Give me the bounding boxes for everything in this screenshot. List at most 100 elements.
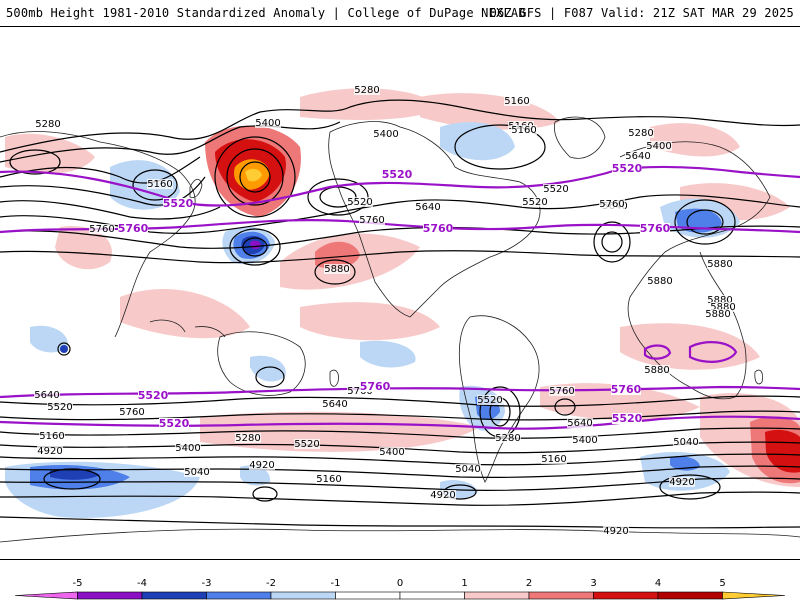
model-run-info: 06Z GFS | F087 Valid: 21Z SAT MAR 29 202… bbox=[489, 6, 794, 20]
legend-color-segment bbox=[593, 591, 659, 600]
positive-anomaly-area bbox=[5, 133, 95, 174]
positive-anomaly-area bbox=[765, 429, 800, 473]
height-contours bbox=[0, 99, 800, 529]
legend-color-segment bbox=[77, 591, 143, 600]
map-panel[interactable]: 5280 5160 5160 5280 5400 5400 5280 5160 5160 5640… bbox=[0, 26, 800, 560]
contour-label: 5520 bbox=[294, 439, 319, 450]
legend-tick-label: -2 bbox=[266, 578, 276, 589]
positive-anomaly-area bbox=[245, 168, 262, 182]
contour-label: 5400 bbox=[373, 129, 398, 140]
legend-tick-label: 4 bbox=[655, 578, 661, 589]
contour-label: 5160 bbox=[541, 454, 566, 465]
contour-label: 5880 bbox=[644, 365, 669, 376]
contour-label: 4920 bbox=[430, 490, 455, 501]
negative-anomaly-area bbox=[440, 122, 515, 161]
contour-label: 5040 bbox=[184, 467, 209, 478]
contour-labels: 5280 5160 5160 5280 5400 5400 5280 5160 5160 5640… bbox=[34, 85, 736, 537]
contour-label: 5400 bbox=[255, 118, 280, 129]
contour-label: 5400 bbox=[572, 435, 597, 446]
contour-label: 5640 bbox=[625, 151, 650, 162]
contour-label: 5640 bbox=[415, 202, 440, 213]
contour-label: 5520 bbox=[543, 184, 568, 195]
legend-tick-label: -1 bbox=[331, 578, 341, 589]
negative-anomaly-area bbox=[360, 340, 416, 368]
legend-tick-labels: -5 -4 -3 -2 -1 0 1 2 3 4 5 bbox=[73, 578, 726, 589]
negative-anomaly-area bbox=[60, 345, 68, 353]
contour-label: 5280 bbox=[628, 128, 653, 139]
contour-label: 5280 bbox=[354, 85, 379, 96]
contour-label: 5040 bbox=[673, 437, 698, 448]
legend-tick-label: -4 bbox=[137, 578, 147, 589]
legend-color-segment bbox=[657, 591, 723, 600]
contour-label: 5880 bbox=[324, 264, 349, 275]
legend-color-segment bbox=[399, 591, 465, 600]
key-contour-label: 5520 bbox=[159, 417, 190, 430]
contour-label: 5160 bbox=[316, 474, 341, 485]
legend-arrow-low bbox=[14, 591, 78, 600]
contour-label: 5880 bbox=[707, 295, 732, 306]
positive-anomaly-area bbox=[315, 241, 360, 269]
legend-color-segment bbox=[270, 591, 336, 600]
legend-color-segment bbox=[335, 591, 401, 600]
contour-label: 5160 bbox=[147, 179, 172, 190]
contour-label: 5520 bbox=[522, 197, 547, 208]
key-contour-label: 5520 bbox=[612, 162, 643, 175]
legend-color-bar bbox=[14, 591, 786, 600]
legend-tick-label: 3 bbox=[590, 578, 596, 589]
contour-label: 5640 bbox=[567, 418, 592, 429]
legend-tick-label: 1 bbox=[461, 578, 467, 589]
contour-label: 5400 bbox=[646, 141, 671, 152]
contour-label: 5520 bbox=[47, 402, 72, 413]
contour-label: 5160 bbox=[504, 96, 529, 107]
legend-tick-label: 2 bbox=[526, 578, 532, 589]
contour-label: 5880 bbox=[705, 309, 730, 320]
contour-label: 5400 bbox=[175, 443, 200, 454]
anomaly-map[interactable]: 5280 5160 5160 5280 5400 5400 5280 5160 5160 5640… bbox=[0, 27, 800, 561]
legend-arrow-high bbox=[722, 591, 786, 600]
contour-label: 5880 bbox=[710, 302, 735, 313]
legend-color-segment bbox=[528, 591, 594, 600]
legend-color-segment bbox=[141, 591, 207, 600]
positive-anomaly-area bbox=[300, 88, 440, 120]
contour-label: 5760 bbox=[359, 215, 384, 226]
legend-color-segment bbox=[464, 591, 530, 600]
contour-label: 5640 bbox=[34, 390, 59, 401]
contour-label: 5640 bbox=[322, 399, 347, 410]
contour-label: 4920 bbox=[669, 477, 694, 488]
contour-label: 5040 bbox=[455, 464, 480, 475]
negative-anomaly-area bbox=[250, 355, 286, 382]
contour-label: 5520 bbox=[347, 197, 372, 208]
contour-label: 5280 bbox=[495, 433, 520, 444]
legend-tick-label: -3 bbox=[202, 578, 212, 589]
contour-label: 5760 bbox=[89, 224, 114, 235]
key-contour-label: 5760 bbox=[118, 222, 149, 235]
positive-anomaly-area bbox=[420, 93, 560, 130]
coastlines bbox=[0, 116, 800, 543]
key-contour-label: 5520 bbox=[163, 197, 194, 210]
contour-label: 5160 bbox=[39, 431, 64, 442]
key-contour-label: 5760 bbox=[640, 222, 671, 235]
key-contour-label: 5760 bbox=[611, 383, 642, 396]
key-contour-label: 5760 bbox=[360, 380, 391, 393]
contour-label: 5400 bbox=[379, 447, 404, 458]
negative-anomaly-area bbox=[50, 468, 100, 480]
legend-tick-label: 5 bbox=[719, 578, 725, 589]
contour-label: 5760 bbox=[119, 407, 144, 418]
key-contour-label: 5520 bbox=[138, 389, 169, 402]
positive-anomaly-area bbox=[120, 288, 250, 339]
positive-anomaly-area bbox=[540, 383, 700, 421]
key-contour-label: 5520 bbox=[612, 412, 643, 425]
key-contour-labels: 5520 5760 5520 5760 5520 5760 5760 5520 5760 5520… bbox=[118, 162, 671, 430]
negative-anomaly-area bbox=[240, 465, 271, 486]
contour-label: 4920 bbox=[249, 460, 274, 471]
contour-label: 5880 bbox=[647, 276, 672, 287]
contour-label: 5520 bbox=[477, 395, 502, 406]
positive-anomaly-area bbox=[650, 123, 740, 157]
contour-label: 4920 bbox=[37, 446, 62, 457]
map-title: 500mb Height 1981-2010 Standardized Anom… bbox=[6, 6, 526, 20]
contour-label: 5760 bbox=[549, 386, 574, 397]
contour-label: 5280 bbox=[235, 433, 260, 444]
contour-label: 5880 bbox=[707, 259, 732, 270]
contour-label: 5760 bbox=[599, 199, 624, 210]
contour-label: 5160 bbox=[511, 125, 536, 136]
